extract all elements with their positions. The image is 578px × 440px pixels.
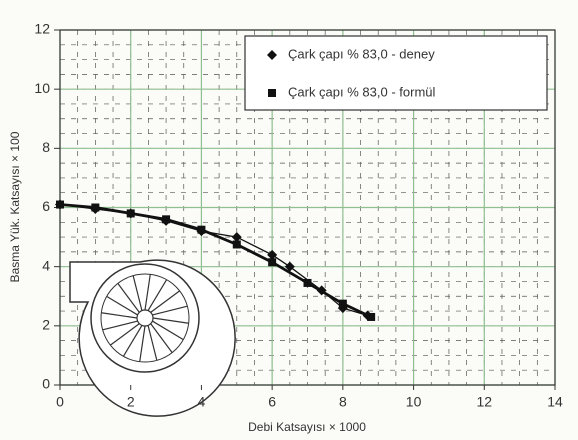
square-marker: [126, 209, 135, 218]
blade: [150, 323, 173, 353]
y-tick-label: 2: [42, 317, 50, 333]
square-marker: [338, 299, 347, 308]
y-tick-label: 6: [42, 198, 50, 214]
blade: [147, 279, 168, 311]
blade: [144, 274, 151, 311]
x-tick-label: 2: [127, 394, 135, 410]
y-tick-label: 12: [34, 21, 50, 37]
square-marker: [268, 258, 277, 267]
legend-label: Çark çapı % 83,0 - formül: [288, 84, 435, 99]
blade: [152, 305, 188, 316]
blade: [152, 317, 189, 324]
fan-illustration: [69, 259, 236, 417]
blade: [122, 325, 143, 357]
blade: [139, 325, 146, 362]
diamond-marker: [267, 50, 277, 60]
square-marker: [91, 203, 100, 212]
y-axis-label: Basma Yük. Katsayısı × 100: [8, 131, 22, 282]
y-tick-label: 10: [34, 80, 50, 96]
legend-label: Çark çapı % 83,0 - deney: [288, 46, 435, 61]
y-tick-label: 4: [42, 257, 50, 273]
legend-box: [244, 35, 548, 111]
x-tick-label: 14: [547, 394, 563, 410]
blade: [132, 275, 143, 311]
square-marker: [197, 225, 206, 234]
blade: [147, 325, 158, 361]
square-marker: [367, 312, 376, 321]
blade: [117, 283, 140, 313]
x-tick-label: 10: [406, 394, 422, 410]
square-marker: [232, 240, 241, 249]
x-tick-label: 0: [56, 394, 64, 410]
blade: [150, 290, 180, 313]
x-axis-label: Debi Katsayısı × 1000: [248, 420, 366, 434]
square-marker: [268, 89, 276, 97]
blade: [152, 320, 184, 341]
square-marker: [162, 215, 171, 224]
series-line: [59, 203, 372, 319]
square-marker: [56, 200, 64, 209]
wheel-inner: [100, 273, 190, 363]
diamond-marker: [267, 249, 278, 260]
y-tick-label: 8: [42, 139, 50, 155]
x-tick-label: 12: [476, 394, 492, 410]
blade: [110, 323, 140, 346]
blade: [102, 320, 138, 331]
blade: [106, 295, 138, 316]
diamond-marker: [231, 232, 242, 243]
x-tick-label: 4: [198, 394, 206, 410]
x-tick-label: 8: [339, 394, 347, 410]
y-tick-label: 0: [42, 376, 50, 392]
hub: [136, 309, 154, 327]
blade: [101, 312, 138, 319]
x-tick-label: 6: [268, 394, 276, 410]
square-marker: [303, 278, 312, 287]
diamond-marker: [284, 261, 295, 272]
